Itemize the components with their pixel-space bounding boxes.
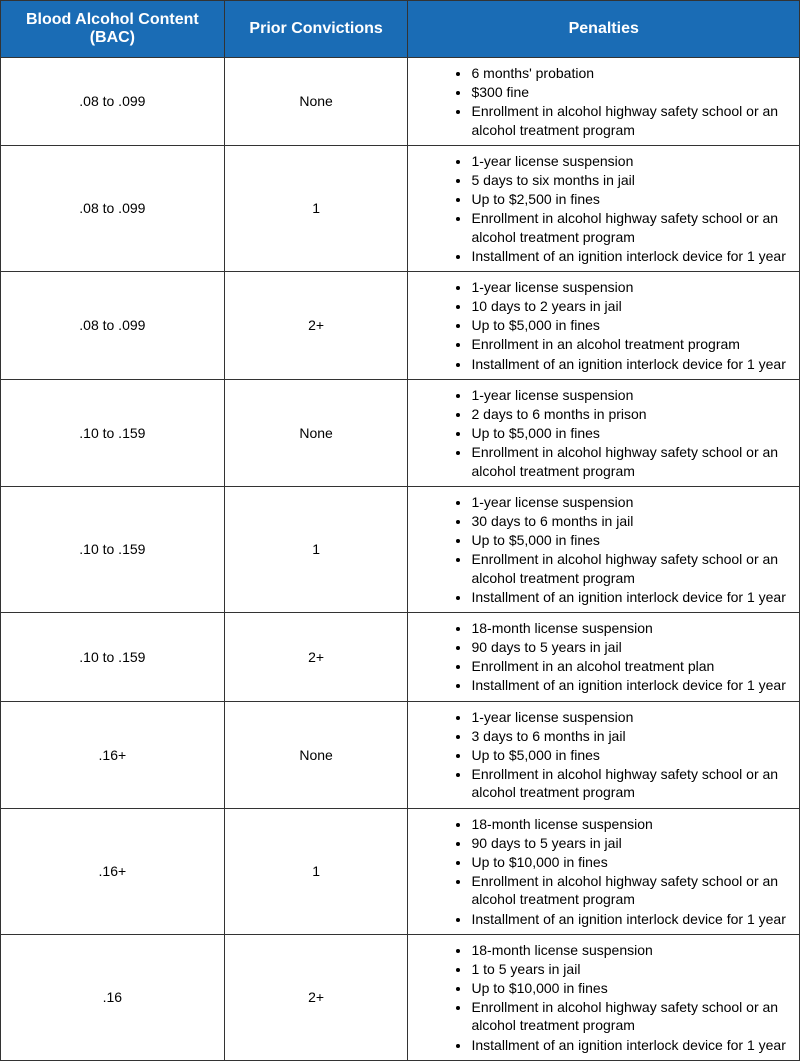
penalty-list: 18-month license suspension90 days to 5 …	[416, 815, 791, 928]
penalty-item: 3 days to 6 months in jail	[471, 727, 791, 745]
penalty-item: Installment of an ignition interlock dev…	[471, 247, 791, 265]
penalty-item: 1-year license suspension	[471, 493, 791, 511]
penalty-list: 1-year license suspension5 days to six m…	[416, 152, 791, 265]
cell-bac: .10 to .159	[1, 379, 225, 486]
penalty-item: Enrollment in an alcohol treatment plan	[471, 657, 791, 675]
penalty-item: Installment of an ignition interlock dev…	[471, 676, 791, 694]
cell-penalties: 18-month license suspension1 to 5 years …	[408, 934, 800, 1060]
table-row: .08 to .09911-year license suspension5 d…	[1, 145, 800, 271]
penalty-item: 6 months' probation	[471, 64, 791, 82]
table-row: .16+118-month license suspension90 days …	[1, 808, 800, 934]
penalty-list: 18-month license suspension90 days to 5 …	[416, 619, 791, 695]
penalty-list: 1-year license suspension10 days to 2 ye…	[416, 278, 791, 373]
cell-penalties: 1-year license suspension3 days to 6 mon…	[408, 701, 800, 808]
cell-prior: None	[224, 379, 408, 486]
cell-prior: 2+	[224, 612, 408, 701]
penalty-item: Enrollment in alcohol highway safety sch…	[471, 765, 791, 801]
cell-bac: .08 to .099	[1, 58, 225, 146]
penalty-item: Up to $5,000 in fines	[471, 531, 791, 549]
penalty-item: Enrollment in an alcohol treatment progr…	[471, 335, 791, 353]
table-row: .162+18-month license suspension1 to 5 y…	[1, 934, 800, 1060]
cell-bac: .08 to .099	[1, 271, 225, 379]
penalty-item: Enrollment in alcohol highway safety sch…	[471, 872, 791, 908]
cell-penalties: 1-year license suspension5 days to six m…	[408, 145, 800, 271]
penalty-item: 2 days to 6 months in prison	[471, 405, 791, 423]
table-row: .10 to .159None1-year license suspension…	[1, 379, 800, 486]
penalty-item: Installment of an ignition interlock dev…	[471, 355, 791, 373]
cell-penalties: 6 months' probation$300 fineEnrollment i…	[408, 58, 800, 146]
penalty-item: Installment of an ignition interlock dev…	[471, 1036, 791, 1054]
penalty-item: 18-month license suspension	[471, 815, 791, 833]
penalty-list: 6 months' probation$300 fineEnrollment i…	[416, 64, 791, 139]
cell-penalties: 18-month license suspension90 days to 5 …	[408, 612, 800, 701]
penalty-item: Installment of an ignition interlock dev…	[471, 910, 791, 928]
cell-penalties: 1-year license suspension10 days to 2 ye…	[408, 271, 800, 379]
penalty-item: Enrollment in alcohol highway safety sch…	[471, 443, 791, 479]
penalty-item: Up to $10,000 in fines	[471, 979, 791, 997]
table-row: .08 to .099None6 months' probation$300 f…	[1, 58, 800, 146]
penalty-item: 10 days to 2 years in jail	[471, 297, 791, 315]
table-row: .16+None1-year license suspension3 days …	[1, 701, 800, 808]
header-bac: Blood Alcohol Content (BAC)	[1, 1, 225, 58]
penalty-item: 1 to 5 years in jail	[471, 960, 791, 978]
penalty-item: Enrollment in alcohol highway safety sch…	[471, 102, 791, 138]
cell-prior: 2+	[224, 271, 408, 379]
penalty-item: 18-month license suspension	[471, 941, 791, 959]
penalty-item: 90 days to 5 years in jail	[471, 638, 791, 656]
table-header-row: Blood Alcohol Content (BAC) Prior Convic…	[1, 1, 800, 58]
cell-prior: 1	[224, 808, 408, 934]
penalty-table: Blood Alcohol Content (BAC) Prior Convic…	[0, 0, 800, 1061]
cell-bac: .08 to .099	[1, 145, 225, 271]
cell-bac: .10 to .159	[1, 486, 225, 612]
cell-bac: .16+	[1, 808, 225, 934]
cell-prior: 1	[224, 145, 408, 271]
penalty-item: $300 fine	[471, 83, 791, 101]
penalty-list: 1-year license suspension3 days to 6 mon…	[416, 708, 791, 802]
penalty-list: 1-year license suspension30 days to 6 mo…	[416, 493, 791, 606]
header-penalties: Penalties	[408, 1, 800, 58]
cell-prior: None	[224, 701, 408, 808]
penalty-item: 1-year license suspension	[471, 152, 791, 170]
penalty-list: 1-year license suspension2 days to 6 mon…	[416, 386, 791, 480]
penalty-item: 1-year license suspension	[471, 386, 791, 404]
penalty-list: 18-month license suspension1 to 5 years …	[416, 941, 791, 1054]
penalty-item: 1-year license suspension	[471, 278, 791, 296]
cell-penalties: 18-month license suspension90 days to 5 …	[408, 808, 800, 934]
cell-penalties: 1-year license suspension30 days to 6 mo…	[408, 486, 800, 612]
cell-prior: None	[224, 58, 408, 146]
cell-prior: 1	[224, 486, 408, 612]
penalty-item: Up to $2,500 in fines	[471, 190, 791, 208]
penalty-item: Installment of an ignition interlock dev…	[471, 588, 791, 606]
table-row: .08 to .0992+1-year license suspension10…	[1, 271, 800, 379]
penalty-item: 1-year license suspension	[471, 708, 791, 726]
penalty-item: Enrollment in alcohol highway safety sch…	[471, 209, 791, 245]
cell-prior: 2+	[224, 934, 408, 1060]
penalty-item: 30 days to 6 months in jail	[471, 512, 791, 530]
cell-bac: .16+	[1, 701, 225, 808]
cell-bac: .16	[1, 934, 225, 1060]
penalty-item: 90 days to 5 years in jail	[471, 834, 791, 852]
table-row: .10 to .1592+18-month license suspension…	[1, 612, 800, 701]
penalty-item: 5 days to six months in jail	[471, 171, 791, 189]
cell-penalties: 1-year license suspension2 days to 6 mon…	[408, 379, 800, 486]
cell-bac: .10 to .159	[1, 612, 225, 701]
penalty-item: Up to $5,000 in fines	[471, 746, 791, 764]
penalty-item: Enrollment in alcohol highway safety sch…	[471, 998, 791, 1034]
penalty-item: Up to $5,000 in fines	[471, 316, 791, 334]
penalty-item: Up to $10,000 in fines	[471, 853, 791, 871]
table-row: .10 to .15911-year license suspension30 …	[1, 486, 800, 612]
penalty-item: 18-month license suspension	[471, 619, 791, 637]
header-prior: Prior Convictions	[224, 1, 408, 58]
penalty-item: Up to $5,000 in fines	[471, 424, 791, 442]
penalty-item: Enrollment in alcohol highway safety sch…	[471, 550, 791, 586]
